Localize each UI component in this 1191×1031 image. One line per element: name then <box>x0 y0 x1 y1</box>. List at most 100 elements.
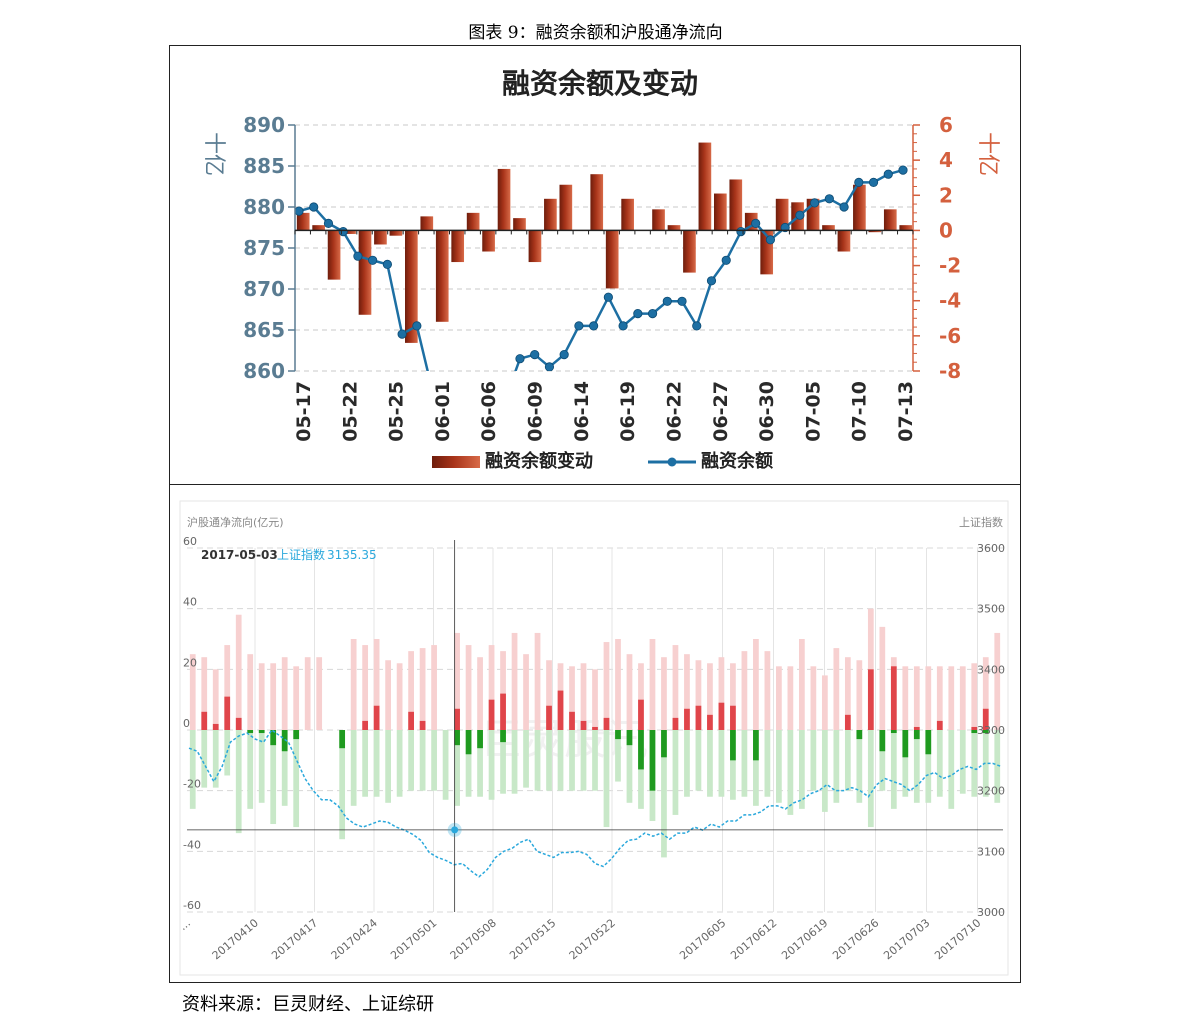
chart2-lower-bar <box>546 730 552 791</box>
chart2-lower-bar <box>293 730 300 828</box>
chart2-upper-bar <box>212 669 219 730</box>
tooltip-label: 上证指数 <box>277 547 325 562</box>
chart2-net-outflow-bar <box>925 730 932 755</box>
frame-divider <box>169 484 1021 485</box>
chart1-x-tick-label: 06-06 <box>478 381 500 442</box>
chart2-plot-frame <box>179 500 1009 976</box>
chart2-net-inflow-bar <box>580 720 587 730</box>
chart2-net-outflow-bar <box>626 730 633 746</box>
chart2-lower-bar <box>787 730 794 815</box>
chart2-right-tick-label: 3600 <box>977 542 1005 555</box>
chart1-balance-point <box>603 292 613 302</box>
chart1-balance-point <box>309 202 319 212</box>
chart2-lower-bar <box>534 730 541 791</box>
chart1-bar <box>590 174 604 231</box>
chart1-balance-point <box>338 227 348 237</box>
chart2-x-tick-label: 20170605 <box>677 916 728 962</box>
chart2-lower-bar <box>201 730 208 788</box>
chart2-upper-bar <box>649 639 656 730</box>
chart2-net-outflow-bar <box>902 730 909 758</box>
chart2-lower-bar <box>730 730 736 800</box>
chart1-balance-point <box>795 210 805 220</box>
chart2-left-tick-label: 0 <box>183 717 190 730</box>
chart2-left-tick-label: -60 <box>183 899 201 912</box>
chart1-x-tick-label: 05-22 <box>339 381 361 442</box>
chart2-net-outflow-bar <box>649 730 656 791</box>
chart2-net-inflow-bar <box>913 726 920 730</box>
chart2-lower-bar <box>419 730 426 791</box>
chart2-net-inflow-bar <box>982 708 989 730</box>
chart2-lower-bar <box>258 730 265 803</box>
chart1-balance-point <box>412 321 422 331</box>
chart2-lower-bar <box>270 730 277 825</box>
chart2-upper-bar <box>902 666 909 730</box>
chart2-net-inflow-bar <box>707 714 713 730</box>
chart1-right-tick-label: -6 <box>939 324 961 348</box>
chart2-lower-bar <box>454 730 460 806</box>
chart2-lower-bar <box>821 730 828 812</box>
figure-caption: 图表 9：融资余额和沪股通净流向 <box>468 23 723 43</box>
chart1-bar <box>405 230 418 343</box>
chart2-net-inflow-bar <box>212 723 219 730</box>
chart1-right-tick-label: 6 <box>939 113 953 137</box>
chart2-upper-bar <box>201 657 208 730</box>
chart1-bar <box>899 225 913 231</box>
legend-swatch-bar <box>432 456 480 468</box>
chart2-net-outflow-bar <box>982 730 989 734</box>
chart2-lower-bar <box>350 730 357 806</box>
chart1-bar <box>698 142 712 231</box>
chart2-upper-bar <box>776 666 782 730</box>
chart2-lower-bar <box>707 730 713 797</box>
chart2-x-tick-label: 20170522 <box>567 916 618 962</box>
chart2-net-inflow-bar <box>500 693 506 730</box>
chart2-lower-bar <box>982 730 989 797</box>
chart2-upper-bar <box>362 645 369 730</box>
chart2-lower-bar <box>672 730 679 815</box>
chart1-x-tick-label: 06-19 <box>617 381 639 442</box>
chart1-balance-point <box>721 255 731 265</box>
chart2-right-tick-label: 3000 <box>977 906 1005 919</box>
chart2-net-inflow-bar <box>546 705 552 730</box>
chart2-upper-bar <box>304 657 311 730</box>
chart2-lower-bar <box>959 730 966 794</box>
chart1-bar <box>775 198 789 231</box>
chart1-balance-point <box>589 321 599 331</box>
chart2-net-outflow-bar <box>339 730 346 749</box>
chart2-lower-bar <box>373 730 380 797</box>
chart2-upper-bar <box>592 669 598 730</box>
chart1-right-tick-label: 2 <box>939 183 953 207</box>
chart2-upper-bar <box>821 675 828 730</box>
chart1-balance-point <box>618 321 628 331</box>
chart1-bar <box>868 230 882 233</box>
chart2-net-inflow-bar <box>890 666 897 730</box>
chart2-x-tick-label: 20170612 <box>728 916 779 962</box>
chart2-upper-bar <box>488 645 495 730</box>
chart2-net-outflow-bar <box>465 730 472 755</box>
chart1-balance-point <box>736 227 746 237</box>
chart2-net-inflow-bar <box>454 708 460 730</box>
chart1-title: 融资余额及变动 <box>502 67 698 100</box>
chart2-lower-bar <box>592 730 598 791</box>
chart1-balance-point <box>530 349 540 360</box>
chart1-left-tick-label: 890 <box>243 113 285 137</box>
chart2-lower-bar <box>753 730 759 806</box>
chart2-upper-bar <box>913 666 920 730</box>
chart1-bar <box>466 212 480 231</box>
chart2-net-inflow-bar <box>603 717 610 730</box>
chart1-balance-point <box>544 362 555 371</box>
chart2-lower-bar <box>523 730 529 788</box>
chart2-x-tick-label: 20170703 <box>881 916 932 962</box>
chart1-x-tick-label: 06-30 <box>756 381 778 442</box>
chart2-upper-bar <box>833 648 840 730</box>
chart1-left-tick-label: 880 <box>243 195 285 219</box>
chart2-x-tick-label: 20170619 <box>779 916 830 962</box>
chart2-upper-bar <box>741 651 748 730</box>
chart2-x-tick-label: 20170424 <box>329 916 380 962</box>
chart2-upper-bar <box>546 660 552 730</box>
chart2-lower-bar <box>212 730 219 788</box>
chart2-upper-bar <box>569 666 575 730</box>
chart2-net-outflow-bar <box>638 730 644 770</box>
chart2-upper-bar <box>511 632 518 730</box>
chart2-upper-bar <box>247 654 254 730</box>
chart2-upper-bar <box>534 632 541 730</box>
